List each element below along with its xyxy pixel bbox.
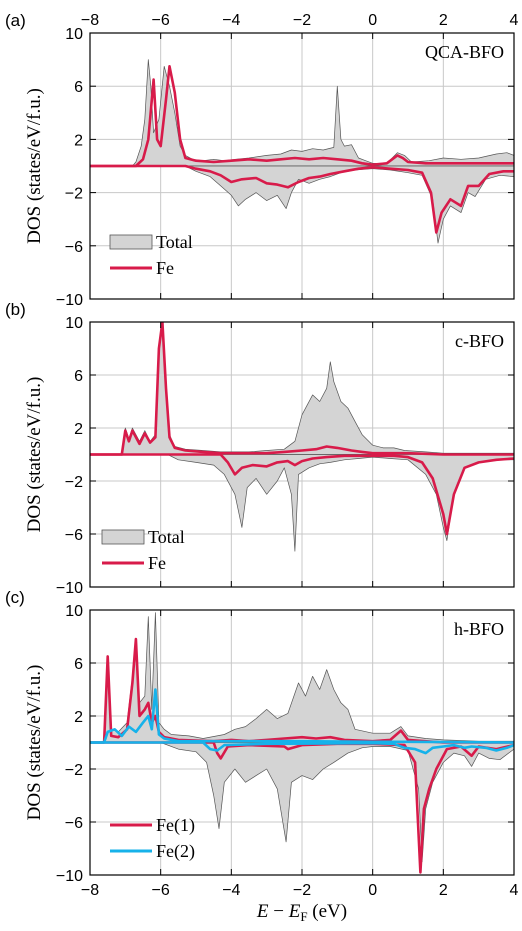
y-tick-label: −6 (65, 815, 83, 832)
legend-swatch-total (109, 234, 153, 250)
legend-label: Total (148, 527, 185, 547)
series-line-fe2-down (90, 741, 514, 755)
panel-2: 10 6 2 −2 −6 −10 (b) c-BFO DOS (states/eV/f.u.) T… (5, 300, 515, 597)
plot-area (90, 612, 514, 874)
x-tick-label: 0 (368, 882, 377, 899)
legend-label: Fe (148, 553, 166, 573)
y-tick-label: −10 (56, 868, 83, 885)
x-tick-label-top: −6 (152, 12, 170, 29)
y-axis-label: DOS (states/eV/f.u.) (24, 665, 45, 821)
y-tick-label: −2 (65, 186, 83, 203)
series-line-fe-up (90, 322, 514, 456)
series-line-fe1-down (90, 741, 514, 874)
x-tick-label: 4 (510, 882, 519, 899)
x-tick-label: −8 (81, 882, 99, 899)
panel-title: QCA-BFO (425, 42, 504, 62)
series-line-fe-down (90, 164, 514, 234)
y-tick-label: 10 (65, 315, 83, 332)
y-tick-label: 6 (74, 79, 83, 96)
y-tick-label: −10 (56, 580, 83, 597)
panel-label: (a) (5, 11, 26, 30)
panel-label: (b) (5, 300, 26, 319)
legend-label: Total (156, 232, 193, 252)
x-tick-label-top: 4 (510, 12, 519, 29)
y-tick-label: 6 (74, 656, 83, 673)
legend-label: Fe (156, 258, 174, 278)
plot-area (90, 59, 514, 244)
y-tick-label: 6 (74, 368, 83, 385)
panel-3: 10 6 2 −2 −6 −10−8 −6 −4 −2 0 2 4 (c) h-BFO DOS (state… (5, 588, 519, 924)
panel-label: (c) (5, 588, 25, 607)
y-tick-label: −2 (65, 474, 83, 491)
x-tick-label-top: −8 (81, 12, 99, 29)
legend-label: Fe(2) (156, 841, 195, 862)
y-tick-label: −6 (65, 527, 83, 544)
y-tick-label: −2 (65, 762, 83, 779)
y-axis-label: DOS (states/eV/f.u.) (24, 377, 45, 533)
y-tick-label: −10 (56, 292, 83, 309)
x-tick-label: 2 (439, 882, 448, 899)
x-tick-label: −4 (222, 882, 240, 899)
series-line-fe-up (90, 65, 514, 168)
panel-title: h-BFO (454, 619, 504, 639)
series-line-fe2-up (90, 688, 514, 744)
legend-swatch-total (101, 529, 145, 545)
y-tick-label: 2 (74, 421, 83, 438)
x-tick-label: −2 (293, 882, 311, 899)
y-tick-label: −6 (65, 239, 83, 256)
legend-label: Fe(1) (156, 815, 195, 836)
x-tick-label-top: 0 (368, 12, 377, 29)
y-tick-label: 2 (74, 709, 83, 726)
series-line-fe-down (90, 453, 514, 536)
y-tick-label: 10 (65, 26, 83, 43)
x-tick-label-top: −2 (293, 12, 311, 29)
plot-area (90, 322, 514, 552)
x-axis-label: E − EF (eV) (256, 901, 347, 924)
x-tick-label-top: −4 (222, 12, 240, 29)
panel-title: c-BFO (455, 331, 504, 351)
panel-1: 10 6 2 −2 −6 −10 −8 −6 −4 −2 0 2 4 (a) QCA-BFO DOS (sta… (5, 11, 519, 309)
y-axis-label: DOS (states/eV/f.u.) (24, 88, 45, 244)
x-tick-label-top: 2 (439, 12, 448, 29)
y-tick-label: 10 (65, 603, 83, 620)
x-tick-label: −6 (152, 882, 170, 899)
y-tick-label: 2 (74, 132, 83, 149)
